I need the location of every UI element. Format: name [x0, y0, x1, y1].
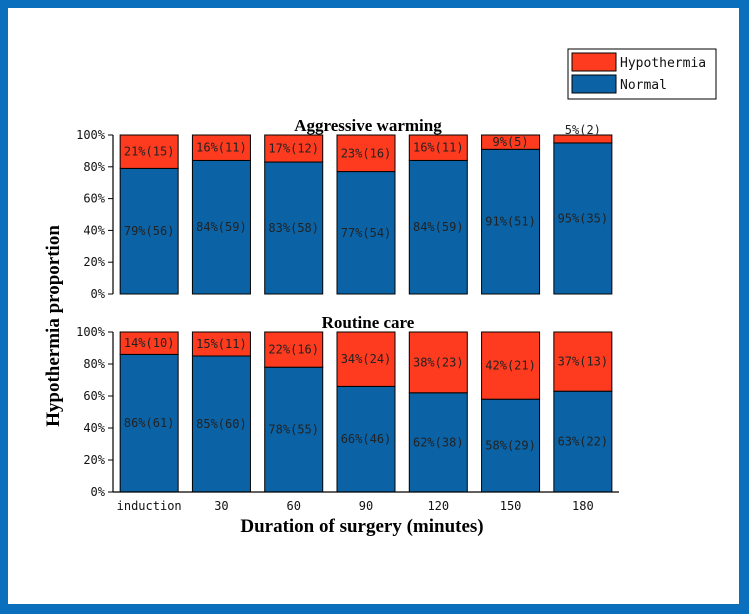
data-label-hypothermia: 21%(15) [124, 145, 175, 159]
x-tick-label: 120 [427, 499, 449, 513]
bar-normal [553, 390, 613, 493]
x-tick-label: induction [117, 499, 182, 513]
bar-hypothermia [119, 134, 179, 169]
y-tick-label: 100% [76, 128, 106, 142]
bar-hypothermia [336, 331, 396, 387]
bar-normal [408, 159, 468, 295]
x-tick-label: 150 [500, 499, 522, 513]
data-label-normal: 84%(59) [413, 220, 464, 234]
data-label-normal: 66%(46) [341, 432, 392, 446]
data-label-hypothermia: 9%(5) [493, 135, 529, 149]
legend: Hypothermia Normal [567, 48, 717, 100]
x-tick-label: 60 [286, 499, 300, 513]
data-label-normal: 85%(60) [196, 417, 247, 431]
bar-normal [119, 167, 179, 295]
bar-normal [336, 171, 396, 295]
data-label-normal: 62%(38) [413, 435, 464, 449]
data-label-hypothermia: 17%(12) [268, 142, 319, 156]
data-label-hypothermia: 42%(21) [485, 359, 536, 373]
data-label-hypothermia: 22%(16) [268, 343, 319, 357]
bar-hypothermia [408, 134, 468, 161]
y-axis-title: Hypothermia proportion [43, 225, 64, 427]
chart-canvas: Hypothermia Normal 0% 20% 40% 60% 80% 100% 79%(… [8, 8, 739, 604]
bar-hypothermia [553, 331, 613, 392]
data-label-normal: 77%(54) [341, 226, 392, 240]
y-tick-label: 0% [91, 287, 106, 301]
y-tick-label: 0% [91, 485, 106, 499]
data-label-normal: 91%(51) [485, 215, 536, 229]
y-tick-label: 80% [83, 160, 105, 174]
bar-normal [481, 398, 541, 493]
legend-swatch [571, 74, 617, 94]
bar-normal [191, 355, 251, 493]
x-axis: induction 30 60 90 120 150 180 [113, 491, 619, 513]
y-tick-label: 60% [83, 389, 105, 403]
data-label-normal: 86%(61) [124, 416, 175, 430]
x-axis-title: Duration of surgery (minutes) [240, 516, 483, 537]
y-tick-label: 60% [83, 192, 105, 206]
data-label-normal: 84%(59) [196, 220, 247, 234]
y-tick-label: 40% [83, 223, 105, 237]
bar-hypothermia [408, 331, 468, 394]
data-label-hypothermia: 15%(11) [196, 337, 247, 351]
y-tick-label: 80% [83, 357, 105, 371]
bar-normal [119, 353, 179, 493]
data-label-hypothermia: 37%(13) [558, 355, 609, 369]
panel-routine-care: 0% 20% 40% 60% 80% 100% 86%(61) 14%(10) 85%(60) 1… [76, 313, 613, 499]
data-label-hypothermia: 16%(11) [413, 141, 464, 155]
y-tick-label: 40% [83, 421, 105, 435]
data-label-normal: 95%(35) [558, 211, 609, 225]
bar-hypothermia [336, 134, 396, 173]
panel-title: Aggressive warming [294, 116, 442, 135]
bar-hypothermia [119, 331, 179, 355]
data-label-hypothermia: 5%(2) [565, 123, 601, 137]
bar-normal [264, 161, 324, 295]
bar-normal [553, 142, 613, 295]
data-label-normal: 58%(29) [485, 439, 536, 453]
bar-hypothermia [264, 134, 324, 163]
legend-label: Hypothermia [620, 56, 706, 71]
y-tick-label: 20% [83, 453, 105, 467]
panel-title: Routine care [322, 313, 415, 332]
legend-swatch [571, 52, 617, 72]
data-label-hypothermia: 34%(24) [341, 352, 392, 366]
bar-hypothermia [191, 331, 251, 357]
legend-label: Normal [620, 78, 667, 93]
data-label-normal: 83%(58) [268, 221, 319, 235]
bar-normal [191, 159, 251, 295]
data-label-normal: 79%(56) [124, 224, 175, 238]
bar-normal [481, 148, 541, 295]
bar-hypothermia [264, 331, 324, 368]
data-label-normal: 63%(22) [558, 435, 609, 449]
data-label-hypothermia: 38%(23) [413, 355, 464, 369]
bar-hypothermia [553, 134, 613, 144]
y-tick-label: 100% [76, 325, 106, 339]
data-label-hypothermia: 23%(16) [341, 146, 392, 160]
bar-hypothermia [481, 331, 541, 400]
panel-aggressive-warming: 0% 20% 40% 60% 80% 100% 79%(56) 21%(15) 84%(59) 1… [76, 116, 613, 301]
data-label-normal: 78%(55) [268, 423, 319, 437]
bar-normal [336, 385, 396, 493]
stacked-bar-chart: Hypothermia Normal 0% 20% 40% 60% 80% 100% 79%(… [43, 48, 717, 537]
bar-hypothermia [481, 134, 541, 150]
bar-hypothermia [191, 134, 251, 161]
bar-normal [408, 392, 468, 493]
data-label-hypothermia: 16%(11) [196, 141, 247, 155]
x-tick-label: 90 [359, 499, 373, 513]
x-tick-label: 30 [214, 499, 228, 513]
data-label-hypothermia: 14%(10) [124, 336, 175, 350]
y-tick-label: 20% [83, 255, 105, 269]
x-tick-label: 180 [572, 499, 594, 513]
